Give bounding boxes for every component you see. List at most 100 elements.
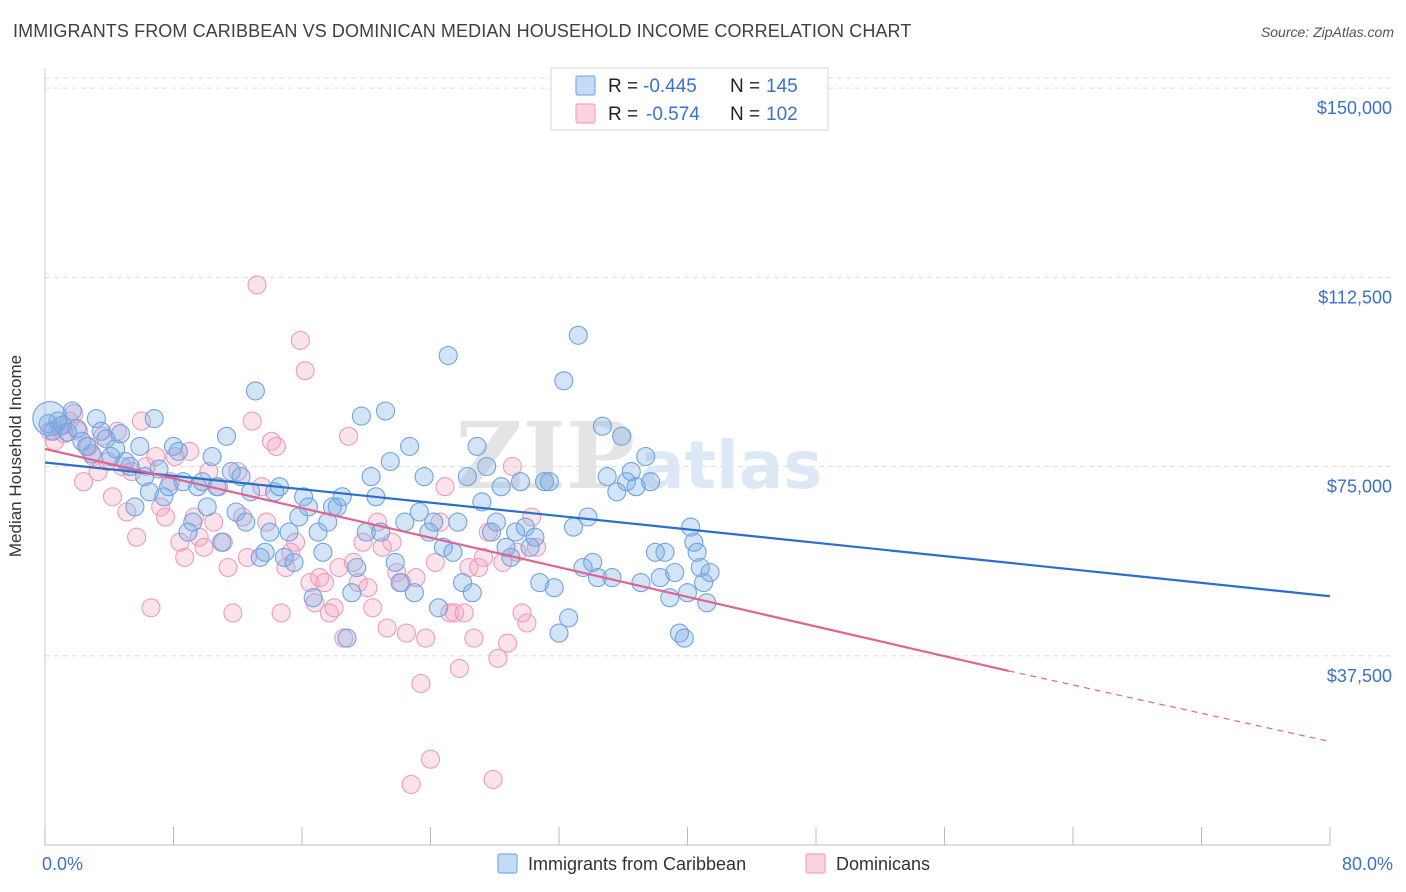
- scatter-point: [125, 497, 145, 517]
- scatter-point: [183, 512, 203, 532]
- scatter-point: [314, 573, 335, 593]
- scatter-point: [170, 532, 190, 552]
- scatter-point: [102, 487, 123, 507]
- scatter-point: [674, 628, 694, 648]
- scatter-point: [526, 537, 547, 557]
- scatter-point: [337, 628, 357, 648]
- scatter-point: [469, 557, 489, 578]
- scatter-point: [636, 446, 656, 467]
- scatter-point: [544, 578, 564, 598]
- y-tick-label: $37,500: [1327, 666, 1392, 686]
- top-legend-swatch-blue: [575, 75, 596, 96]
- y-tick-label: $75,000: [1327, 477, 1392, 497]
- scatter-point: [73, 472, 94, 492]
- scatter-point: [409, 502, 429, 522]
- scatter-point: [228, 462, 248, 482]
- scatter-point: [231, 467, 251, 487]
- top-legend-n-value-pink: 102: [766, 104, 798, 125]
- scatter-point: [139, 482, 159, 502]
- scatter-point: [168, 441, 188, 461]
- scatter-point: [353, 532, 373, 552]
- source-label: Source: ZipAtlas.com: [1260, 24, 1394, 40]
- scatter-point: [539, 472, 559, 492]
- y-tick-labels: $37,500 $75,000 $112,500 $150,000: [1317, 98, 1392, 686]
- scatter-point: [517, 613, 537, 633]
- scatter-point: [165, 446, 185, 467]
- scatter-point: [626, 477, 646, 497]
- scatter-point: [420, 749, 441, 769]
- legend-swatch-dominicans: [805, 853, 826, 874]
- scatter-point: [274, 547, 294, 567]
- scatter-point: [488, 648, 508, 668]
- top-legend-r-value-pink: -0.574: [646, 104, 700, 125]
- scatter-point: [534, 472, 555, 492]
- scatter-point: [464, 628, 484, 648]
- scatter-point: [385, 552, 405, 572]
- scatter-point: [290, 330, 310, 350]
- scatter-point: [665, 562, 685, 583]
- top-legend: R = -0.445 N = 145 R = -0.574 N = 102: [550, 67, 829, 131]
- scatter-point: [453, 573, 473, 593]
- scatter-point: [510, 472, 531, 492]
- scatter-point: [226, 502, 246, 522]
- scatter-point: [443, 542, 463, 562]
- scatter-point: [486, 512, 506, 532]
- scatter-point: [197, 497, 217, 517]
- scatter-point: [380, 451, 400, 472]
- top-legend-r-value-blue: -0.445: [643, 76, 697, 97]
- scatter-point: [592, 416, 612, 436]
- scatter-point: [621, 462, 641, 482]
- scatter-point: [279, 522, 299, 542]
- scatter-point: [260, 522, 280, 542]
- bottom-legend: Immigrants from Caribbean Dominicans: [497, 853, 930, 874]
- scatter-point: [641, 472, 661, 492]
- y-tick-label: $112,500: [1318, 287, 1392, 307]
- scatter-point: [332, 487, 352, 507]
- scatter-point: [175, 547, 195, 567]
- scatter-point: [583, 552, 603, 572]
- legend-label-caribbean: Immigrants from Caribbean: [528, 854, 746, 874]
- scatter-point: [411, 673, 431, 694]
- trend-line-dominicans-extension: [1008, 670, 1331, 743]
- top-legend-swatch-pink: [575, 103, 596, 124]
- legend-swatch-caribbean: [497, 853, 518, 874]
- scatter-point: [440, 603, 460, 623]
- scatter-point: [372, 537, 392, 557]
- watermark-zip: ZIP: [456, 402, 635, 510]
- axes: [44, 68, 1331, 846]
- scatter-point: [559, 608, 579, 628]
- scatter-point: [414, 467, 434, 487]
- scatter-point-large: [32, 401, 68, 437]
- scatter-point: [473, 547, 494, 567]
- scatter-point: [154, 487, 174, 507]
- scatter-point: [612, 426, 632, 446]
- scatter-point: [578, 507, 598, 527]
- scatter-point: [568, 325, 588, 345]
- scatter-point: [525, 527, 545, 547]
- scatter-point: [298, 497, 318, 517]
- scatter-point: [146, 446, 166, 467]
- y-axis-label: Median Household Income: [6, 354, 25, 558]
- scatter-point: [284, 552, 304, 572]
- top-legend-n-label-pink: N =: [730, 104, 765, 125]
- top-legend-n-label-blue: N =: [730, 76, 765, 97]
- scatter-point: [597, 467, 617, 487]
- scatter-point: [295, 361, 315, 381]
- scatter-point: [655, 542, 675, 562]
- scatter-point: [448, 512, 468, 532]
- scatter-point: [477, 456, 497, 477]
- scatter-point: [233, 507, 253, 527]
- y-tick-label: $150,000: [1317, 98, 1392, 118]
- watermark-atlas: atlas: [640, 427, 823, 504]
- scatter-point: [242, 411, 262, 431]
- scatter-point: [496, 537, 516, 557]
- scatter-point: [520, 537, 540, 557]
- scatter-point: [454, 603, 474, 623]
- x-tick-label-start: 0.0%: [42, 854, 83, 874]
- scatter-point: [313, 542, 333, 562]
- scatter-point: [221, 462, 241, 482]
- scatter-point: [483, 769, 503, 789]
- scatter-point: [223, 603, 243, 623]
- scatter-point: [363, 598, 383, 618]
